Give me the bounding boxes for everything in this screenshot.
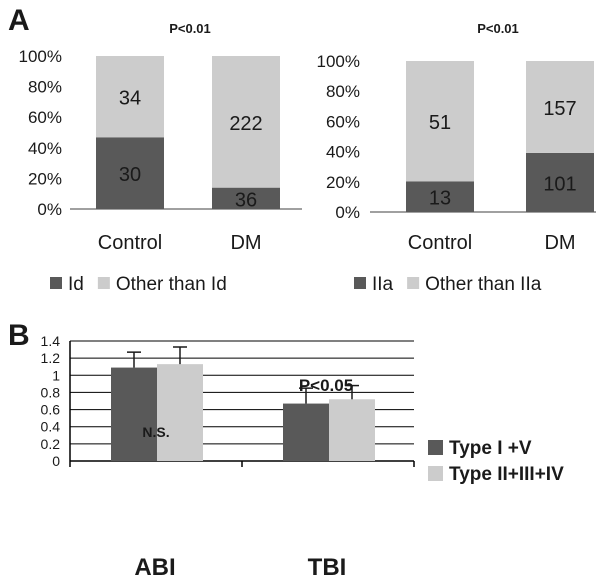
chart-a1-data-label: 36 bbox=[235, 189, 257, 211]
chart-a2-data-label: 13 bbox=[429, 188, 451, 210]
chart-a1-bar-dm-other bbox=[212, 56, 280, 188]
chart-a2-ytick: 0% bbox=[335, 203, 360, 222]
chart-a1-legend-label: Other than Id bbox=[116, 274, 227, 295]
chart-a2-bar-dm-other bbox=[526, 61, 594, 153]
chart-a1-data-label: 222 bbox=[229, 113, 262, 135]
chart-b-ytick: 1.4 bbox=[41, 333, 61, 349]
chart-a2-bar-control-main bbox=[406, 181, 474, 212]
chart-b-category-tbi: TBI bbox=[308, 554, 347, 580]
chart-a2-legend-swatch bbox=[354, 277, 366, 289]
chart-a2-p-value: P<0.01 bbox=[477, 21, 519, 36]
chart-a1-category-control: Control bbox=[98, 232, 162, 254]
chart-a2-legend-label: Other than IIa bbox=[425, 274, 542, 295]
chart-b-ytick: 0.2 bbox=[41, 436, 61, 452]
chart-b-legend-label: Type I +V bbox=[449, 438, 532, 459]
chart-a2-bar-control-other bbox=[406, 61, 474, 182]
chart-a2-category-control: Control bbox=[408, 232, 472, 254]
chart-a2-ytick: 60% bbox=[326, 112, 360, 131]
chart-b-ytick: 0 bbox=[52, 453, 60, 469]
chart-a1-ytick: 60% bbox=[28, 108, 62, 127]
chart-b-legend-label: Type II+III+IV bbox=[449, 464, 564, 485]
chart-a-left: 0% 20% 40% 60% 80% 100% P<0.01 30 34 Control 36 222… bbox=[19, 21, 302, 295]
chart-a2-ytick: 40% bbox=[326, 143, 360, 162]
chart-a2-ytick: 80% bbox=[326, 82, 360, 101]
chart-b-ytick: 0.8 bbox=[41, 384, 61, 400]
chart-a1-bar-control-other bbox=[96, 56, 164, 138]
chart-b-legend-swatch bbox=[428, 466, 443, 481]
chart-b-legend-swatch bbox=[428, 440, 443, 455]
chart-a1-data-label: 30 bbox=[119, 164, 141, 186]
chart-a2-data-label: 157 bbox=[543, 98, 576, 120]
chart-b-bar-tbi-type-ii-iii-iv bbox=[329, 399, 375, 461]
chart-b-bar-abi-type-i-v bbox=[111, 367, 157, 461]
chart-a2-legend-label: IIa bbox=[372, 274, 394, 295]
chart-b-ytick: 1 bbox=[52, 367, 60, 383]
chart-b-bar-tbi-type-i-v bbox=[283, 403, 329, 461]
chart-a1-ytick: 80% bbox=[28, 78, 62, 97]
chart-a1-legend-swatch bbox=[97, 277, 110, 289]
chart-b-annotation-p: P<0.05 bbox=[299, 376, 353, 395]
chart-a2-legend-swatch bbox=[407, 277, 420, 289]
panel-label-b: B bbox=[8, 319, 30, 352]
chart-b-ytick: 0.4 bbox=[41, 419, 61, 435]
chart-a1-ytick: 100% bbox=[19, 47, 62, 66]
chart-a1-p-value: P<0.01 bbox=[169, 21, 211, 36]
panel-label-a: A bbox=[8, 4, 30, 37]
chart-a1-data-label: 34 bbox=[119, 88, 141, 110]
chart-b-annotation-ns: N.S. bbox=[142, 424, 169, 440]
chart-a1-legend-swatch bbox=[50, 277, 62, 289]
chart-a1-bar-control-main bbox=[96, 137, 164, 209]
chart-b-bar-abi-type-ii-iii-iv bbox=[157, 364, 203, 461]
chart-a1-ytick: 20% bbox=[28, 169, 62, 188]
chart-b: 00.20.40.6 0.811.21.4 ABI TBI N.S. P<0.05 Type… bbox=[41, 333, 565, 580]
chart-b-ytick: 0.6 bbox=[41, 402, 61, 418]
chart-a2-bar-dm-main bbox=[526, 152, 594, 212]
chart-b-ytick: 1.2 bbox=[41, 350, 61, 366]
chart-a2-ytick: 100% bbox=[317, 52, 360, 71]
chart-a1-category-dm: DM bbox=[230, 232, 261, 254]
chart-a1-bar-dm-main bbox=[212, 187, 280, 209]
chart-a-right: 0% 20% 40% 60% 80% 100% P<0.01 13 51 Control 101 15… bbox=[317, 21, 596, 295]
chart-a1-ytick: 0% bbox=[37, 200, 62, 219]
chart-a1-ytick: 40% bbox=[28, 139, 62, 158]
chart-b-category-abi: ABI bbox=[134, 554, 175, 580]
chart-a2-category-dm: DM bbox=[544, 232, 575, 254]
chart-a2-data-label: 51 bbox=[429, 112, 451, 134]
chart-a2-ytick: 20% bbox=[326, 173, 360, 192]
chart-a2-data-label: 101 bbox=[543, 173, 576, 195]
chart-a1-legend-label: Id bbox=[68, 274, 84, 295]
